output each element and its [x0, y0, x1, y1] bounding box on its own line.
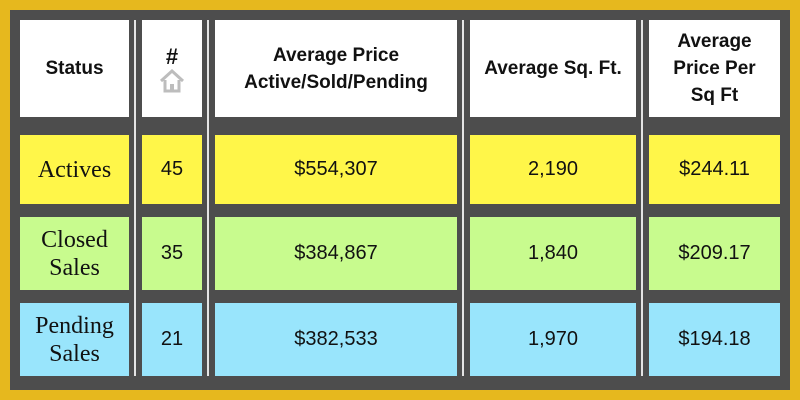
row-actives-count: 45 [142, 135, 202, 204]
header-avg-sqft-label: Average Sq. Ft. [484, 58, 622, 79]
row-pending-label-line1: Pending [35, 312, 114, 339]
column-divider [462, 20, 464, 376]
row-closed-avg-price: $384,867 [215, 217, 457, 290]
row-pending-ppsf-value: $194.18 [678, 328, 751, 350]
header-status-label: Status [45, 58, 104, 79]
row-pending-ppsf: $194.18 [649, 303, 780, 376]
row-closed-label-line2: Sales [49, 254, 100, 281]
header-count-label: # [165, 43, 179, 69]
row-actives-avg-price-value: $554,307 [294, 158, 378, 180]
row-closed-avg-sqft: 1,840 [470, 217, 636, 290]
header-ppsf-line3: Sq Ft [690, 85, 739, 106]
house-icon [159, 68, 185, 92]
header-ppsf-line2: Price Per [673, 58, 756, 79]
header-avg-price-line2: Active/Sold/Pending [244, 71, 428, 93]
row-pending-avg-sqft: 1,970 [470, 303, 636, 376]
column-divider [207, 20, 209, 376]
row-actives-status: Actives [20, 135, 129, 204]
row-actives-avg-price: $554,307 [215, 135, 457, 204]
row-actives-ppsf-value: $244.11 [679, 158, 750, 180]
header-status: Status [20, 20, 129, 117]
row-actives-count-value: 45 [160, 158, 184, 180]
row-closed-ppsf: $209.17 [649, 217, 780, 290]
row-pending-avg-price: $382,533 [215, 303, 457, 376]
row-closed-avg-price-value: $384,867 [294, 242, 378, 264]
header-avg-sqft: Average Sq. Ft. [470, 20, 636, 117]
row-pending-avg-price-value: $382,533 [294, 328, 378, 350]
row-pending-avg-sqft-value: 1,970 [527, 328, 579, 350]
row-actives-ppsf: $244.11 [649, 135, 780, 204]
header-price-per-sqft: Average Price Per Sq Ft [649, 20, 780, 117]
row-pending-count: 21 [142, 303, 202, 376]
header-count: # [142, 20, 202, 117]
row-pending-label-line2: Sales [49, 340, 100, 367]
row-pending-count-value: 21 [160, 328, 184, 350]
header-avg-price-line1: Average Price [272, 44, 400, 66]
header-ppsf-line1: Average [677, 31, 752, 52]
row-closed-label-line1: Closed [41, 226, 108, 253]
column-divider [641, 20, 643, 376]
row-closed-count: 35 [142, 217, 202, 290]
row-closed-avg-sqft-value: 1,840 [527, 242, 579, 264]
row-pending-status: Pending Sales [20, 303, 129, 376]
row-closed-ppsf-value: $209.17 [678, 242, 751, 264]
row-closed-count-value: 35 [160, 242, 184, 264]
row-actives-label: Actives [37, 156, 112, 183]
column-divider [134, 20, 136, 376]
row-actives-avg-sqft: 2,190 [470, 135, 636, 204]
header-avg-price: Average Price Active/Sold/Pending [215, 20, 457, 117]
row-closed-status: Closed Sales [20, 217, 129, 290]
row-actives-avg-sqft-value: 2,190 [527, 158, 579, 180]
